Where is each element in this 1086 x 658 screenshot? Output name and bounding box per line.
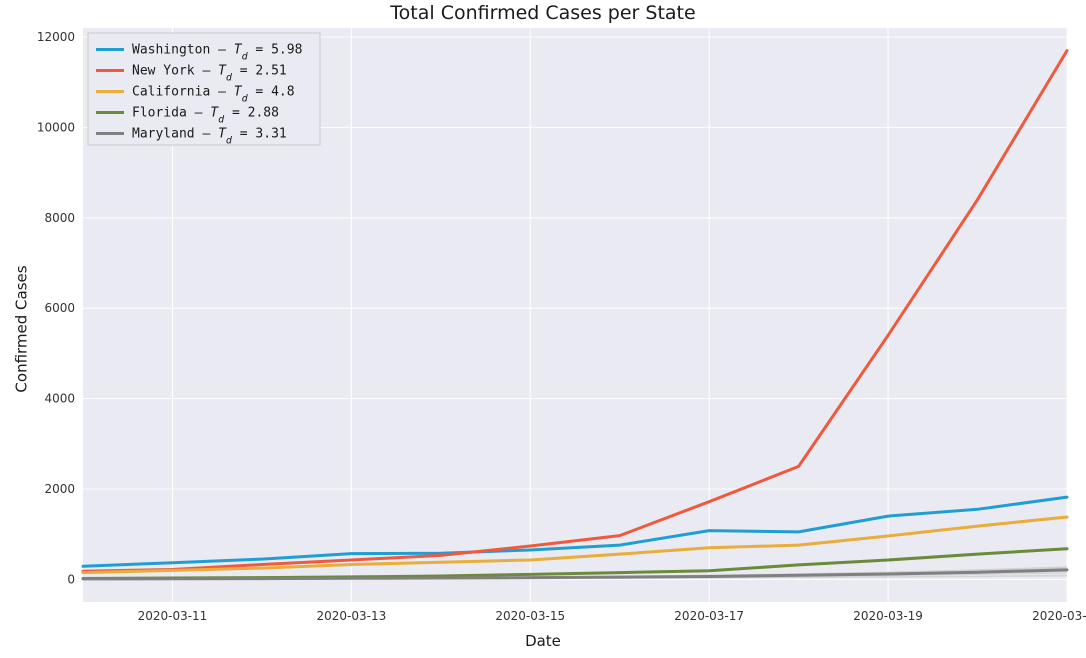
x-tick-label: 2020-03-13	[316, 609, 386, 623]
x-axis-label: Date	[0, 632, 1086, 650]
x-tick-label: 2020-03-21	[1032, 609, 1086, 623]
x-tick-label: 2020-03-17	[674, 609, 744, 623]
y-tick-label: 4000	[44, 392, 75, 406]
y-tick-label: 2000	[44, 482, 75, 496]
y-tick-label: 12000	[37, 30, 75, 44]
chart-container: Total Confirmed Cases per State Confirme…	[0, 0, 1086, 658]
y-tick-label: 0	[67, 572, 75, 586]
x-tick-label: 2020-03-19	[853, 609, 923, 623]
y-tick-label: 6000	[44, 301, 75, 315]
y-tick-label: 10000	[37, 120, 75, 134]
y-axis-label: Confirmed Cases	[12, 265, 30, 392]
chart-title: Total Confirmed Cases per State	[0, 2, 1086, 24]
chart-svg: 0 2000 4000 6000 8000 10000 12000 2020-03-11 202…	[0, 0, 1086, 658]
x-tick-label: 2020-03-15	[495, 609, 565, 623]
x-tick-label: 2020-03-11	[138, 609, 208, 623]
y-tick-label: 8000	[44, 211, 75, 225]
